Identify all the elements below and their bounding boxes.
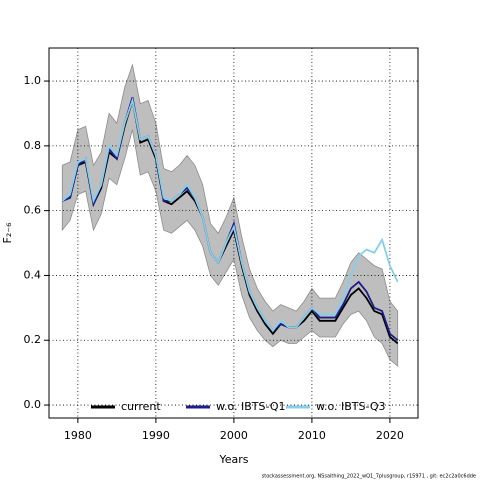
legend-label: w.o. IBTS-Q3	[316, 400, 386, 413]
confidence-band	[61, 63, 399, 368]
y-tick-label: 0.8	[24, 139, 42, 152]
y-tick-label: 0.0	[24, 398, 42, 411]
x-tick-label: 2000	[220, 429, 248, 442]
y-tick-label: 0.2	[24, 333, 42, 346]
x-axis-label: Years	[218, 453, 248, 466]
plot-frame	[48, 47, 419, 419]
y-tick-label: 1.0	[24, 74, 42, 87]
series-line	[61, 97, 399, 332]
legend-label: w.o. IBTS-Q1	[216, 400, 286, 413]
y-axis-label: F₂₋₆	[1, 222, 14, 244]
footer: stockassessment.org, NSsaithing_2022_wQ1…	[262, 474, 476, 480]
x-tick-label: 2010	[298, 429, 326, 442]
x-tick-label: 2020	[376, 429, 404, 442]
y-tick-label: 0.4	[24, 268, 42, 281]
x-tick-label: 1990	[142, 429, 170, 442]
legend-label: current	[121, 400, 161, 413]
x-tick-label: 1980	[64, 429, 92, 442]
y-tick-label: 0.6	[24, 204, 42, 217]
